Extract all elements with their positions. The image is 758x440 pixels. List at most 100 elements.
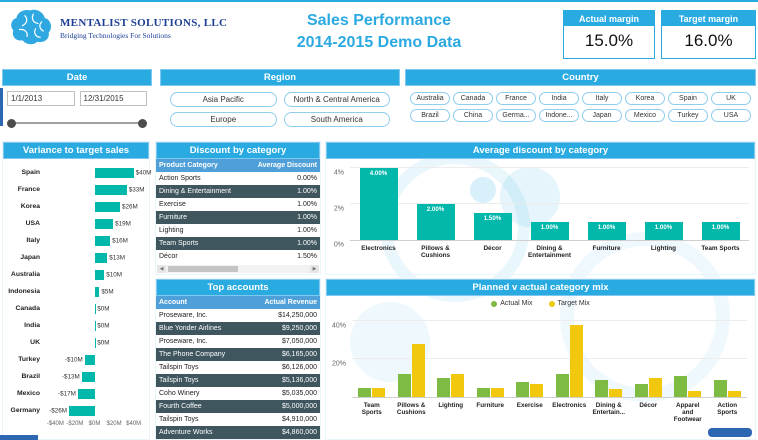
discount-bar-d-cor[interactable]: 1.50% [473, 213, 512, 240]
bar-group-dining-entertain [589, 314, 629, 397]
country-option-india[interactable]: India [539, 92, 579, 105]
region-option-europe[interactable]: Europe [170, 112, 277, 127]
date-start-input[interactable]: 1/1/2013 [7, 91, 75, 106]
discount-table-scrollbar[interactable]: ◀ ▶ [157, 265, 319, 273]
bar-value-label: 1.00% [654, 223, 673, 231]
country-option-indone[interactable]: Indone... [539, 109, 579, 122]
actual-mix-bar[interactable] [634, 383, 648, 397]
discount-table-row[interactable]: Action Sports 0.00% [156, 172, 320, 185]
slider-track[interactable] [9, 122, 145, 124]
actual-mix-bar[interactable] [713, 379, 727, 397]
accounts-table-row[interactable]: Blue Yonder Airlines $9,250,000 [156, 322, 320, 335]
variance-row-india: India $0M [6, 317, 146, 334]
discount-table-row[interactable]: Dining & Entertainment 1.00% [156, 185, 320, 198]
country-option-usa[interactable]: USA [711, 109, 751, 122]
variance-bar[interactable] [94, 167, 134, 178]
country-option-mexico[interactable]: Mexico [625, 109, 665, 122]
date-end-input[interactable]: 12/31/2015 [79, 91, 147, 106]
variance-bar[interactable] [94, 303, 96, 314]
country-option-uk[interactable]: UK [711, 92, 751, 105]
actual-mix-bar[interactable] [397, 374, 411, 397]
discount-table-row[interactable]: Exercise 1.00% [156, 198, 320, 211]
accounts-table-row[interactable]: Proseware, Inc. $7,050,000 [156, 335, 320, 348]
target-mix-bar[interactable] [609, 389, 623, 397]
region-option-north-central-america[interactable]: North & Central America [283, 92, 390, 107]
legend-item-target-mix[interactable]: Target Mix [548, 300, 590, 307]
country-option-australia[interactable]: Australia [410, 92, 450, 105]
target-mix-bar[interactable] [372, 387, 386, 397]
country-option-germa[interactable]: Germa... [496, 109, 536, 122]
country-option-spain[interactable]: Spain [668, 92, 708, 105]
region-option-south-america[interactable]: South America [283, 112, 390, 127]
page-scrollbar-thumb[interactable] [0, 435, 38, 440]
accounts-table-value-cell: $14,250,000 [278, 312, 317, 319]
country-label: India [24, 322, 40, 329]
discount-bar-electronics[interactable]: 4.00% [359, 168, 398, 240]
discount-table-row[interactable]: Furniture 1.00% [156, 211, 320, 224]
target-mix-bar[interactable] [490, 387, 504, 397]
discount-table-row[interactable]: Team Sports 1.00% [156, 237, 320, 250]
accounts-table-row[interactable]: The Phone Company $6,165,000 [156, 348, 320, 361]
country-option-turkey[interactable]: Turkey [668, 109, 708, 122]
target-mix-bar[interactable] [411, 343, 425, 397]
target-mix-bar[interactable] [569, 324, 583, 397]
discount-table-row[interactable]: Décor 1.50% [156, 250, 320, 263]
country-option-japan[interactable]: Japan [582, 109, 622, 122]
legend-item-actual-mix[interactable]: Actual Mix [491, 300, 533, 307]
scroll-left-arrow-icon[interactable]: ◀ [157, 265, 166, 273]
variance-bar[interactable] [94, 252, 108, 263]
variance-bar[interactable] [94, 201, 120, 212]
country-option-korea[interactable]: Korea [625, 92, 665, 105]
country-option-brazil[interactable]: Brazil [410, 109, 450, 122]
discount-bar-team-sports[interactable]: 1.00% [701, 222, 740, 240]
discount-table-row[interactable]: Lighting 1.00% [156, 224, 320, 237]
actual-mix-bar[interactable] [358, 387, 372, 397]
variance-bar[interactable] [94, 269, 105, 280]
slider-handle-end[interactable] [138, 118, 147, 128]
accounts-table-row[interactable]: Tailspin Toys $5,136,000 [156, 374, 320, 387]
discount-bar-dining-entertainment[interactable]: 1.00% [530, 222, 569, 240]
discount-bar-furniture[interactable]: 1.00% [587, 222, 626, 240]
country-option-italy[interactable]: Italy [582, 92, 622, 105]
country-label: France [17, 186, 40, 193]
variance-bar[interactable] [81, 371, 95, 382]
variance-bar[interactable] [84, 354, 95, 365]
discount-bar-lighting[interactable]: 1.00% [644, 222, 683, 240]
scroll-right-arrow-icon[interactable]: ▶ [310, 265, 319, 273]
actual-mix-bar[interactable] [595, 379, 609, 397]
target-mix-bar[interactable] [727, 391, 741, 397]
actual-mix-bar[interactable] [555, 374, 569, 397]
target-mix-bar[interactable] [648, 378, 662, 397]
actual-mix-bar[interactable] [516, 381, 530, 397]
variance-bar[interactable] [69, 405, 95, 416]
actual-mix-bar[interactable] [674, 376, 688, 397]
target-mix-bar[interactable] [530, 383, 544, 397]
accounts-table-row[interactable]: Coho Winery $5,035,000 [156, 387, 320, 400]
variance-bar[interactable] [94, 286, 100, 297]
target-mix-bar[interactable] [451, 374, 465, 397]
variance-bar[interactable] [94, 218, 114, 229]
actual-mix-bar[interactable] [437, 378, 451, 397]
variance-bar[interactable] [77, 388, 95, 399]
accounts-table-row[interactable]: Proseware, Inc. $14,250,000 [156, 309, 320, 322]
country-option-china[interactable]: China [453, 109, 493, 122]
scroll-thumb[interactable] [168, 266, 238, 272]
country-option-france[interactable]: France [496, 92, 536, 105]
accounts-table-row[interactable]: Adventure Works $4,860,000 [156, 426, 320, 439]
actual-mix-bar[interactable] [476, 387, 490, 397]
country-option-canada[interactable]: Canada [453, 92, 493, 105]
accounts-table-row[interactable]: Tailspin Toys $4,910,000 [156, 413, 320, 426]
variance-bar[interactable] [94, 320, 96, 331]
country-label: UK [30, 339, 40, 346]
variance-bar[interactable] [94, 184, 127, 195]
accounts-table-row[interactable]: Tailspin Toys $6,126,000 [156, 361, 320, 374]
slider-handle-start[interactable] [7, 118, 16, 128]
target-mix-bar[interactable] [688, 391, 702, 397]
variance-bar[interactable] [94, 235, 111, 246]
region-option-asia-pacific[interactable]: Asia Pacific [170, 92, 277, 107]
discount-bar-pillows-cushions[interactable]: 2.00% [416, 204, 455, 240]
variance-bar[interactable] [94, 337, 96, 348]
mix-chart-scrollbar-thumb[interactable] [708, 428, 752, 437]
left-scrollbar-thumb[interactable] [0, 88, 3, 126]
accounts-table-row[interactable]: Fourth Coffee $5,000,000 [156, 400, 320, 413]
